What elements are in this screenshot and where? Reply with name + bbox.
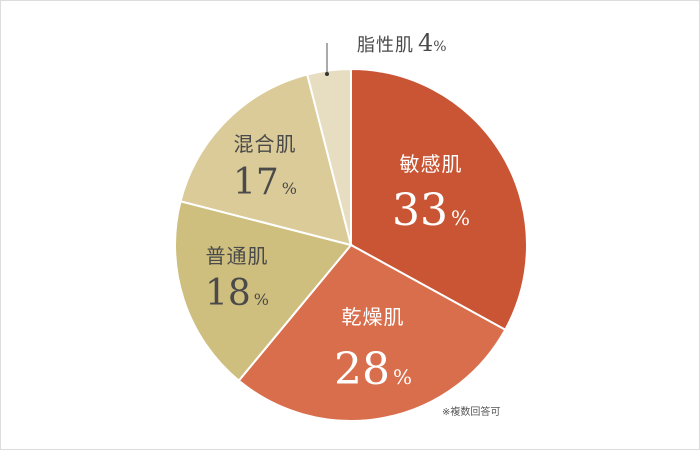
slice-category-3: 普通肌	[206, 244, 269, 268]
chart-note: ※複数回答可	[442, 407, 501, 418]
slice-value-4: 17%	[233, 162, 297, 203]
slice-value-3: 18%	[205, 273, 269, 314]
slice-category-1: 敏感肌	[400, 152, 463, 176]
pie-slice-2	[237, 243, 507, 422]
slice-value-1: 33%	[392, 185, 470, 236]
leader-dot	[325, 72, 329, 76]
slice-value-2: 28%	[334, 344, 412, 395]
pie-slice-1	[350, 67, 528, 332]
pie-slice-3	[174, 200, 353, 383]
pie-slice-5	[306, 67, 352, 246]
pie-slice-4	[179, 73, 353, 247]
slice-label-5: 脂性肌 4%	[357, 29, 447, 57]
slice-category-4: 混合肌	[234, 132, 297, 156]
slice-category-2: 乾燥肌	[342, 305, 405, 329]
